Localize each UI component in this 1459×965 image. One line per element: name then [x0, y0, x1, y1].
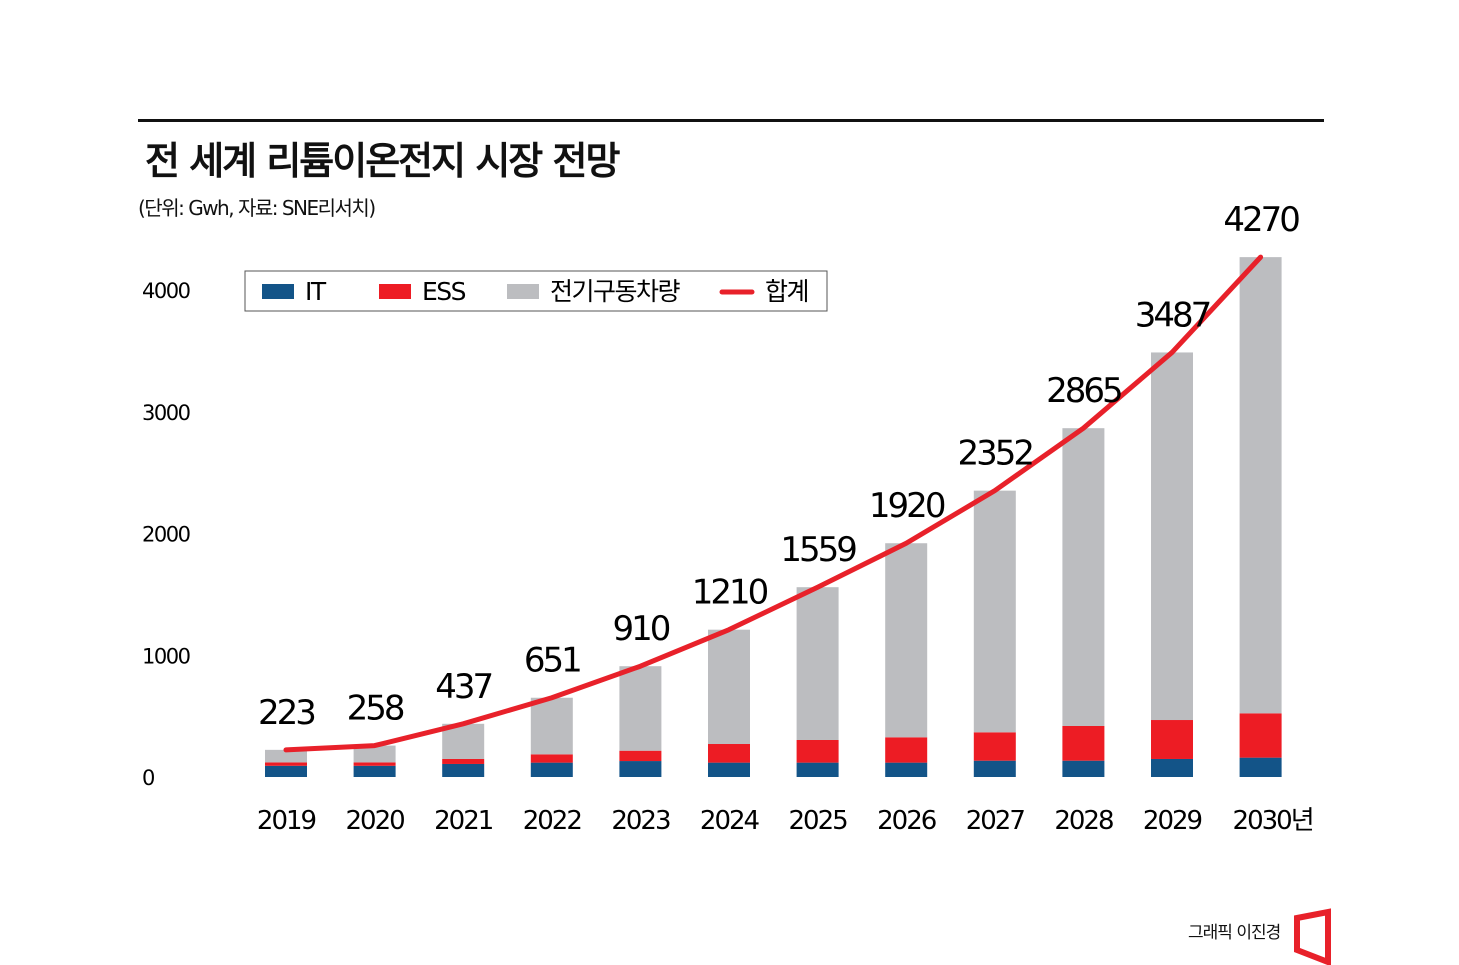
- bar-it: [885, 762, 928, 777]
- bar-ess: [442, 758, 485, 764]
- chart-title: 전 세계 리튬이온전지 시장 전망: [145, 139, 620, 183]
- bar-ev: [796, 587, 839, 740]
- total-data-label: 258: [347, 689, 404, 729]
- bar-ess: [353, 762, 396, 766]
- total-line: [283, 254, 1264, 753]
- bar-ev: [1239, 257, 1282, 714]
- x-tick-label: 2019: [257, 806, 316, 836]
- x-tick-label: 2029: [1143, 806, 1202, 836]
- bar-ev: [1062, 428, 1105, 726]
- bar-ess: [619, 750, 662, 762]
- x-tick-label: 2021: [434, 806, 493, 836]
- title-rule: [138, 119, 1324, 122]
- bar-it: [1151, 758, 1193, 777]
- y-tick-label: 2000: [142, 523, 190, 547]
- legend-label: 전기구동차량: [550, 277, 681, 306]
- bar-ev: [530, 697, 573, 755]
- y-tick-label: 4000: [142, 279, 190, 303]
- bar-ev: [353, 745, 396, 763]
- bar-it: [442, 763, 485, 777]
- chart-subtitle: (단위: Gwh, 자료: SNE리서치): [138, 196, 376, 220]
- bar-it: [619, 761, 662, 777]
- x-tick-label: 2028: [1054, 806, 1113, 836]
- total-data-label: 1920: [869, 486, 945, 526]
- total-data-label: 437: [435, 667, 491, 707]
- bar-ev: [619, 666, 662, 751]
- total-data-label: 651: [524, 641, 580, 681]
- logo: [1294, 908, 1331, 965]
- legend-swatch: [262, 284, 294, 299]
- legend-label: 합계: [765, 277, 808, 306]
- total-data-label: 223: [258, 693, 314, 733]
- x-tick-label: 2023: [611, 806, 670, 836]
- bar-it: [1239, 757, 1282, 777]
- legend-label: IT: [305, 277, 327, 306]
- total-data-label: 1210: [692, 573, 768, 613]
- bar-it: [353, 765, 396, 777]
- bar-ev: [973, 490, 1016, 733]
- total-data-label: 4270: [1223, 200, 1299, 240]
- bar-ess: [530, 754, 573, 763]
- bar-ess: [885, 737, 928, 763]
- total-data-label: 1559: [780, 530, 856, 570]
- total-data-label: 3487: [1135, 295, 1210, 335]
- bar-ev: [1151, 352, 1193, 721]
- legend-label: ESS: [422, 277, 466, 306]
- bar-it: [796, 762, 839, 777]
- y-tick-label: 0: [142, 766, 154, 790]
- bar-ess: [1062, 725, 1105, 761]
- total-data-label: 2865: [1046, 371, 1121, 411]
- x-tick-label: 2020: [346, 806, 405, 836]
- x-tick-label: 2027: [966, 806, 1025, 836]
- bar-it: [973, 760, 1016, 777]
- legend-swatch: [507, 284, 539, 299]
- legend-swatch: [379, 284, 411, 299]
- total-data-label: 2352: [958, 434, 1033, 474]
- bar-ev: [708, 629, 750, 745]
- y-tick-label: 3000: [142, 401, 190, 425]
- bar-it: [1062, 760, 1105, 777]
- x-tick-label: 2025: [789, 806, 848, 836]
- bar-it: [265, 765, 307, 777]
- bar-ess: [708, 744, 750, 763]
- bar-ess: [973, 732, 1016, 761]
- bar-ess: [1151, 720, 1193, 759]
- bar-ev: [885, 543, 928, 738]
- x-tick-label: 2022: [523, 806, 581, 836]
- bar-ev: [265, 749, 307, 763]
- bar-ess: [796, 739, 839, 763]
- y-tick-label: 1000: [142, 644, 190, 668]
- bar-ess: [1239, 713, 1282, 758]
- total-data-label: 910: [612, 609, 669, 649]
- x-tick-label: 2030년: [1233, 806, 1313, 836]
- legend: IT ESS 전기구동차량 합계: [244, 270, 828, 312]
- bar-it: [708, 762, 750, 777]
- bar-ess: [265, 762, 307, 766]
- x-tick-label: 2026: [877, 806, 936, 836]
- bar-it: [530, 762, 573, 777]
- graphic-credit: 그래픽 이진경: [1188, 923, 1281, 943]
- x-tick-label: 2024: [700, 806, 760, 836]
